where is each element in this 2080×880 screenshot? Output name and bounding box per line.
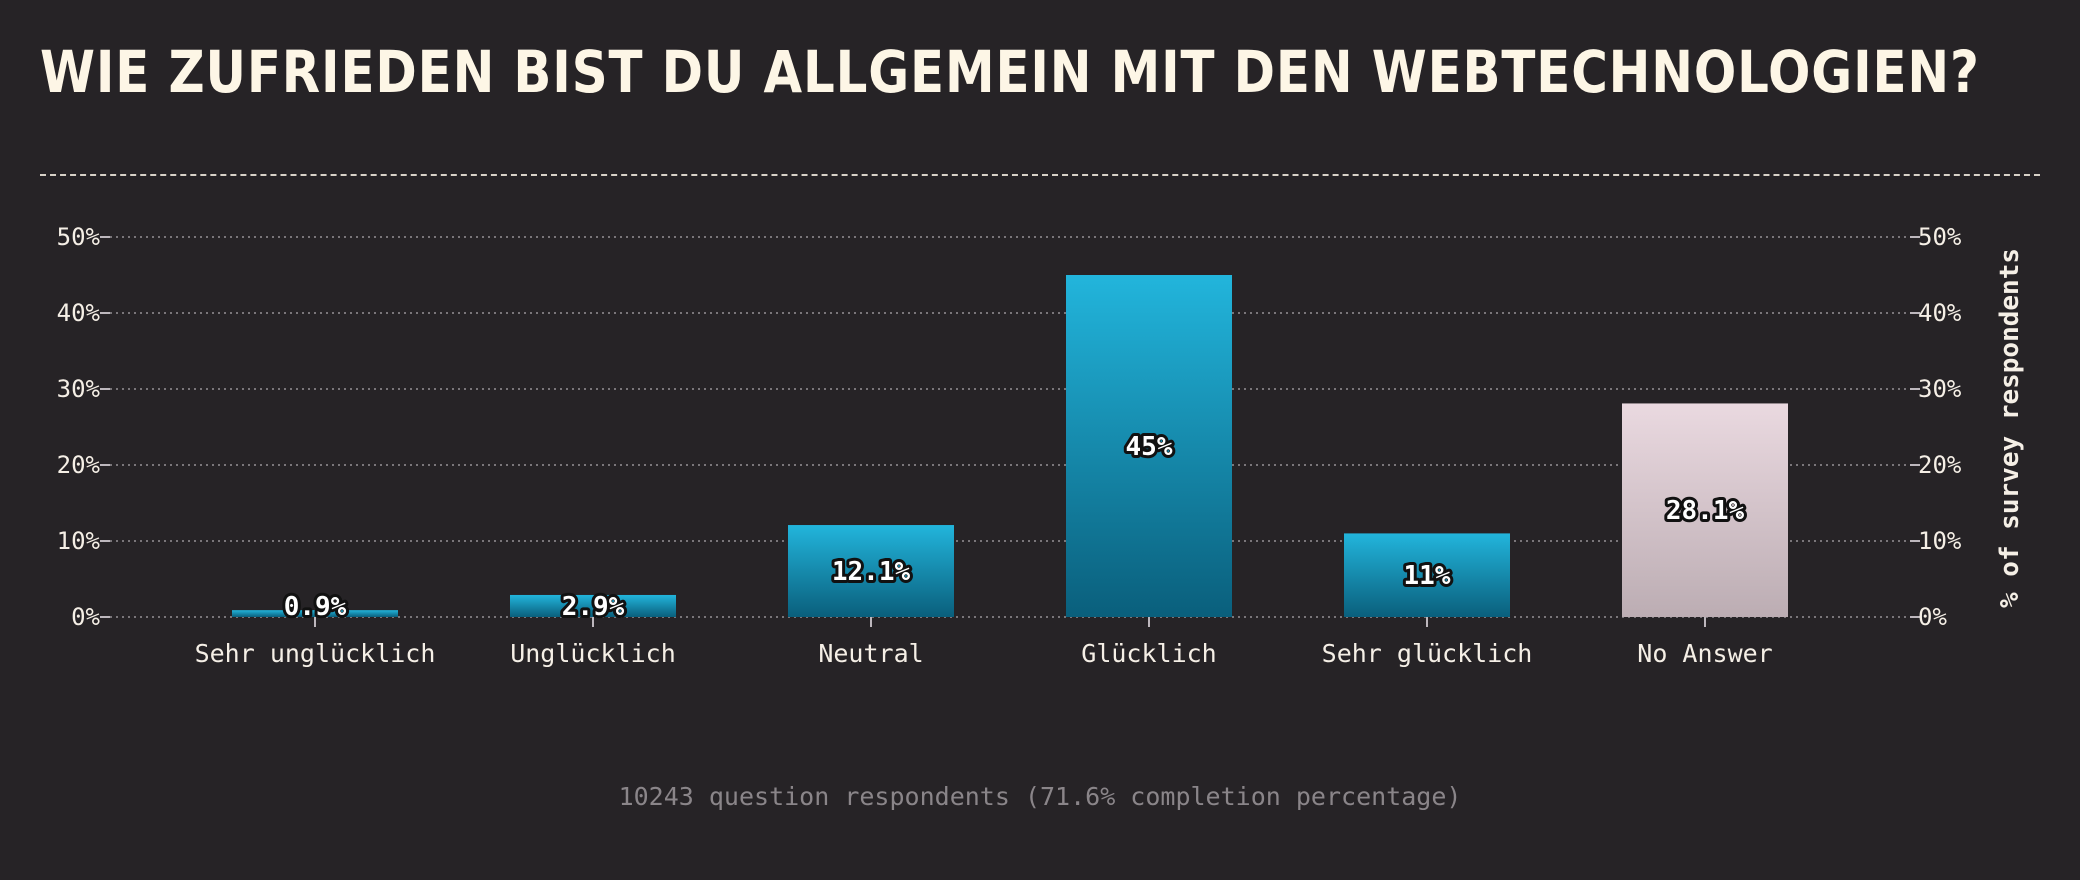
y-tick-label-left: 10%	[57, 527, 101, 555]
data-label: 2.9%	[562, 592, 625, 622]
bar	[1344, 533, 1510, 617]
data-labels: 0.9% 2.9% 12.1% 45% 11% 28.1%	[281, 429, 1748, 625]
bar	[510, 594, 676, 617]
x-tick-label: No Answer	[1637, 639, 1772, 668]
data-label: 11%	[1404, 561, 1451, 591]
x-tick-label: Glücklich	[1081, 639, 1216, 668]
x-tick-label: Unglücklich	[510, 639, 676, 668]
gridlines	[110, 236, 1910, 618]
y-tick-label-right: 50%	[1918, 223, 1962, 251]
y-tick-label-right: 0%	[1918, 603, 1947, 631]
y-axis-title: % of survey respondents	[1995, 248, 2025, 608]
y-tick-label-left: 30%	[57, 375, 101, 403]
data-label: 12.1%	[832, 557, 911, 587]
bar	[1622, 403, 1788, 617]
y-tick-label-left: 50%	[57, 223, 101, 251]
data-label: 28.1%	[1666, 496, 1745, 526]
chart-title: WIE ZUFRIEDEN BIST DU ALLGEMEIN MIT DEN …	[40, 38, 1980, 106]
axes: 0% 0% 10% 10% 20% 20% 30% 30% 40% 40% 50% 50% Sehr u…	[57, 223, 1962, 668]
y-tick-label-right: 10%	[1918, 527, 1962, 555]
y-tick-label-left: 40%	[57, 299, 101, 327]
bar	[788, 525, 954, 617]
bars	[232, 275, 1788, 617]
x-tick-label: Sehr glücklich	[1322, 639, 1533, 668]
data-label: 0.9%	[284, 592, 347, 622]
x-tick-label: Sehr unglücklich	[195, 639, 436, 668]
bar	[1066, 275, 1232, 617]
y-tick-label-right: 20%	[1918, 451, 1962, 479]
y-tick-label-right: 30%	[1918, 375, 1962, 403]
y-tick-label-left: 20%	[57, 451, 101, 479]
y-tick-label-left: 0%	[71, 603, 100, 631]
bar-chart: 0% 0% 10% 10% 20% 20% 30% 30% 40% 40% 50% 50% Sehr u…	[57, 223, 2025, 668]
bar	[232, 610, 398, 617]
title-divider	[40, 174, 2040, 176]
respondents-note: 10243 question respondents (71.6% comple…	[618, 782, 1462, 811]
data-label: 45%	[1126, 432, 1173, 462]
x-tick-label: Neutral	[818, 639, 923, 668]
y-tick-label-right: 40%	[1918, 299, 1962, 327]
